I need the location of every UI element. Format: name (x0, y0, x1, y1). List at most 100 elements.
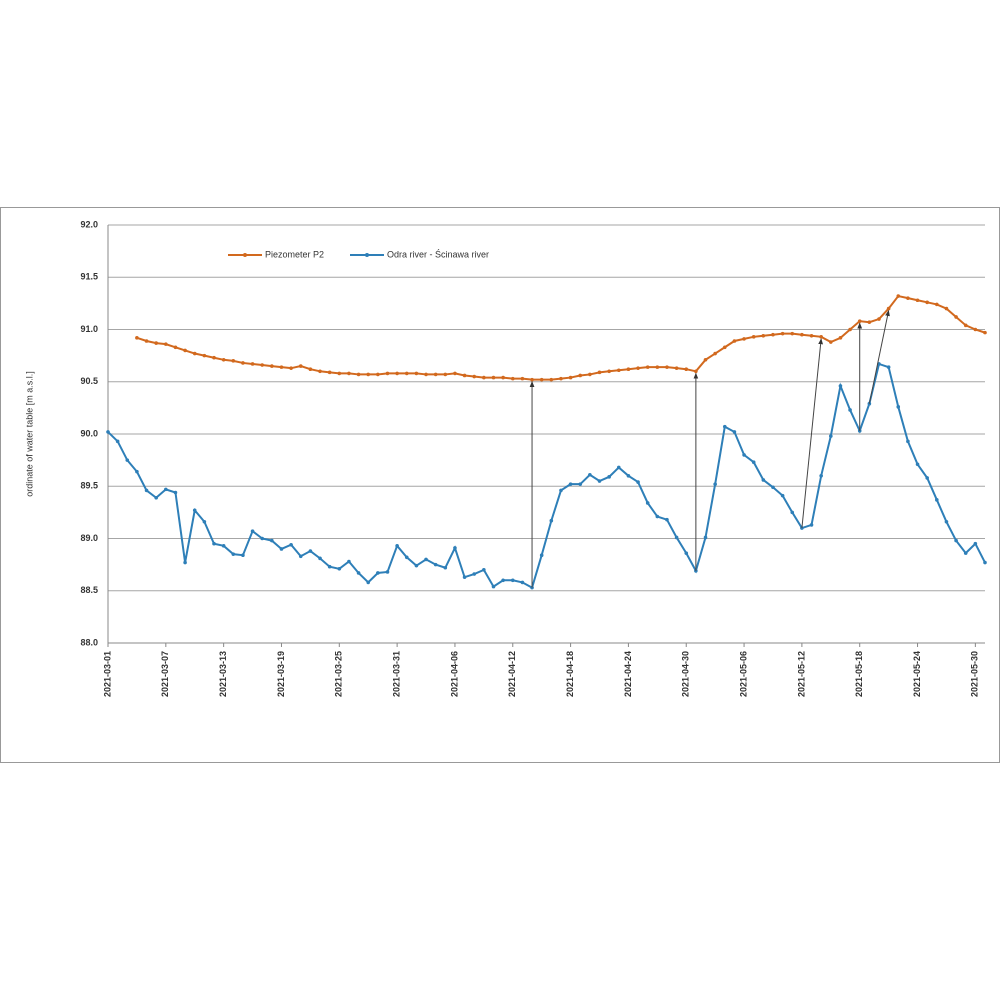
data-point (472, 572, 477, 576)
data-point (867, 320, 872, 324)
data-point (944, 306, 949, 311)
data-point (906, 296, 910, 300)
data-point (983, 560, 987, 565)
data-point (636, 480, 640, 484)
chart-frame (0, 207, 1000, 763)
data-point (655, 514, 660, 519)
x-tick-label: 2021-03-31 (391, 651, 401, 697)
x-tick-label: 2021-03-13 (218, 651, 228, 697)
data-point (732, 430, 737, 434)
data-point (559, 376, 563, 381)
x-tick-label: 2021-04-30 (681, 651, 691, 697)
data-point (327, 564, 332, 569)
data-point (520, 376, 525, 381)
data-point (674, 535, 679, 540)
data-point (925, 476, 929, 480)
data-point (337, 371, 342, 376)
data-point (366, 372, 371, 377)
x-tick-label: 2021-03-19 (276, 651, 286, 697)
data-point (298, 364, 303, 368)
data-point (270, 364, 274, 368)
data-point (164, 487, 168, 492)
x-tick-label: 2021-03-01 (102, 651, 112, 697)
data-point (453, 546, 457, 550)
data-point (732, 339, 737, 343)
data-point (857, 319, 862, 323)
data-point (144, 339, 149, 343)
data-point (703, 358, 708, 362)
data-point (790, 510, 795, 515)
y-tick-label: 89.0 (80, 533, 98, 543)
lag-arrow (801, 338, 824, 529)
data-point (482, 568, 486, 572)
data-point (973, 327, 978, 332)
data-point (645, 501, 650, 505)
data-point (202, 519, 207, 524)
data-point (395, 544, 399, 548)
data-point (829, 434, 833, 438)
data-point (298, 554, 303, 559)
y-tick-label: 90.5 (80, 376, 98, 386)
data-point (655, 365, 660, 369)
data-point (462, 373, 467, 378)
data-point (713, 482, 717, 486)
data-point (645, 365, 650, 369)
x-tick-label: 2021-03-07 (160, 651, 170, 697)
data-point (231, 359, 236, 363)
y-tick-label: 88.0 (80, 637, 98, 647)
y-tick-label: 91.5 (80, 272, 98, 282)
lag-arrow (868, 310, 890, 404)
data-point (366, 580, 371, 585)
data-point (453, 371, 457, 376)
data-point (684, 551, 689, 555)
data-point (385, 371, 390, 376)
data-point (501, 375, 505, 380)
data-point (954, 538, 958, 543)
data-point (192, 351, 197, 356)
data-point (125, 458, 130, 462)
data-point (491, 375, 496, 380)
data-point (318, 369, 322, 374)
data-point (616, 465, 621, 470)
data-point (665, 365, 669, 369)
data-point (819, 474, 823, 478)
data-point (173, 490, 178, 495)
data-point (549, 377, 554, 382)
data-point (819, 335, 823, 339)
legend-label: Piezometer P2 (265, 249, 324, 259)
data-point (539, 377, 544, 382)
data-point (539, 553, 544, 558)
data-point (626, 367, 631, 372)
data-point (212, 541, 216, 546)
data-point (202, 353, 207, 358)
data-point (588, 472, 592, 477)
data-point (588, 372, 592, 377)
data-point (414, 563, 419, 568)
data-point (568, 375, 573, 380)
data-point (231, 552, 236, 556)
series-line (136, 294, 986, 381)
data-point (289, 366, 293, 370)
data-point (250, 529, 255, 533)
data-point (829, 340, 833, 344)
data-point (751, 335, 756, 339)
data-point (886, 306, 891, 311)
data-point (221, 544, 226, 548)
y-axis-label: ordinate of water table [m a.s.l.] (24, 371, 34, 497)
data-point (270, 538, 274, 543)
data-point (443, 372, 448, 377)
data-point (154, 495, 158, 500)
data-point (347, 559, 351, 564)
data-point (722, 424, 727, 429)
series-line (107, 362, 986, 590)
x-tick-label: 2021-04-06 (449, 651, 459, 697)
data-point (404, 555, 409, 560)
data-point (568, 482, 573, 486)
data-point (520, 580, 525, 585)
data-point (886, 365, 891, 369)
data-point (790, 331, 795, 336)
data-point (327, 370, 332, 375)
legend-marker (243, 253, 247, 257)
data-point (164, 342, 168, 346)
